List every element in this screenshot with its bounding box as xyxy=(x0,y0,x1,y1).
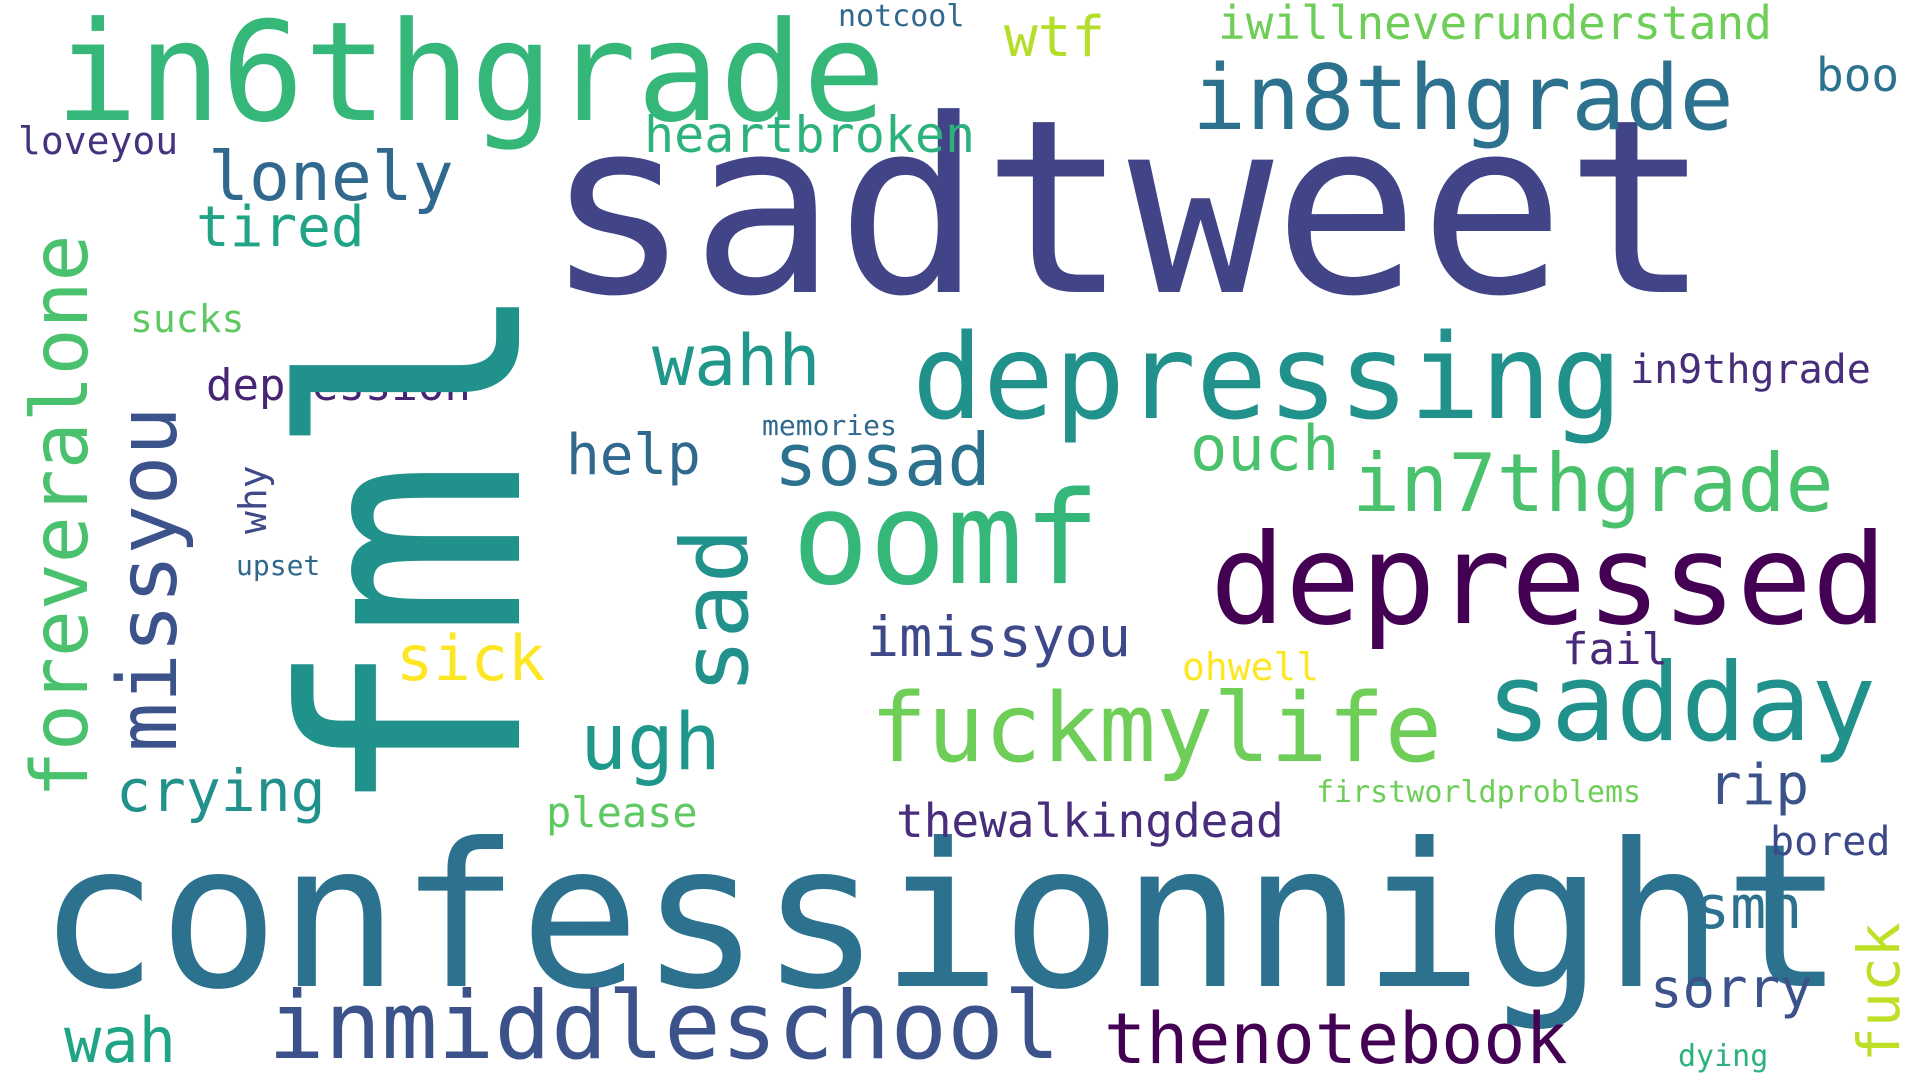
word-help: help xyxy=(566,423,701,488)
word-boo: boo xyxy=(1816,48,1900,102)
word-ugh: ugh xyxy=(580,698,721,788)
word-inmiddleschool: inmiddleschool xyxy=(268,972,1061,1081)
word-fuck: fuck xyxy=(1845,922,1913,1062)
word-foreveralone: foreveralone xyxy=(16,234,106,798)
word-memories: memories xyxy=(762,409,897,442)
word-oomf: oomf xyxy=(792,465,1101,614)
word-why: why xyxy=(231,465,275,534)
word-depressing: depressing xyxy=(912,308,1623,446)
word-sosad: sosad xyxy=(774,418,991,502)
word-loveyou: loveyou xyxy=(18,119,179,163)
word-notcool: notcool xyxy=(838,0,965,34)
word-ouch: ouch xyxy=(1190,412,1340,485)
word-sad: sad xyxy=(662,527,769,694)
word-sorry: sorry xyxy=(1650,957,1813,1020)
word-wtf: wtf xyxy=(1004,5,1106,70)
word-sucks: sucks xyxy=(130,297,245,341)
word-upset: upset xyxy=(236,549,321,582)
word-ohwell: ohwell xyxy=(1182,645,1320,689)
word-fuckmylife: fuckmylife xyxy=(870,674,1442,784)
word-in8thgrade: in8thgrade xyxy=(1192,46,1734,151)
word-sadday: sadday xyxy=(1486,641,1877,766)
word-iwillneverunderstand: iwillneverunderstand xyxy=(1218,0,1772,50)
word-dying: dying xyxy=(1678,1039,1769,1074)
word-thewalkingdead: thewalkingdead xyxy=(896,794,1284,848)
word-in9thgrade: in9thgrade xyxy=(1630,347,1871,393)
word-please: please xyxy=(546,788,698,837)
word-thenotebook: thenotebook xyxy=(1104,998,1568,1080)
word-wahh: wahh xyxy=(652,320,821,402)
word-confessionnight: confessionnight xyxy=(38,801,1845,1034)
word-heartbroken: heartbroken xyxy=(644,106,976,164)
word-in7thgrade: in7thgrade xyxy=(1352,437,1834,530)
word-fail: fail xyxy=(1562,624,1668,675)
word-imissyou: imissyou xyxy=(866,605,1131,669)
word-sadtweet: sadtweet xyxy=(545,68,1711,350)
word-depression: depression xyxy=(206,360,471,411)
word-in6thgrade: in6thgrade xyxy=(55,0,886,153)
word-lonely: lonely xyxy=(208,138,454,217)
word-crying: crying xyxy=(116,757,326,825)
word-depressed: depressed xyxy=(1210,508,1888,653)
word-fml: fml xyxy=(241,278,590,820)
word-wah: wah xyxy=(64,1004,176,1077)
word-sick: sick xyxy=(396,622,546,695)
word-rip: rip xyxy=(1708,753,1810,818)
word-firstworldproblems: firstworldproblems xyxy=(1316,775,1642,810)
word-tired: tired xyxy=(196,195,365,260)
word-bored: bored xyxy=(1770,819,1891,865)
word-smh: smh xyxy=(1694,873,1803,943)
word-missyou: missyou xyxy=(101,406,196,752)
